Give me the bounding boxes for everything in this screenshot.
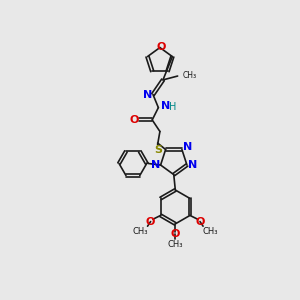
Text: O: O: [130, 115, 139, 125]
Text: CH₃: CH₃: [182, 71, 196, 80]
Text: H: H: [169, 102, 176, 112]
Text: CH₃: CH₃: [133, 227, 148, 236]
Text: CH₃: CH₃: [168, 240, 183, 249]
Text: N: N: [188, 160, 197, 170]
Text: N: N: [151, 160, 160, 170]
Text: N: N: [143, 89, 152, 100]
Text: O: O: [157, 42, 166, 52]
Text: S: S: [154, 145, 162, 155]
Text: O: O: [146, 217, 155, 226]
Text: O: O: [171, 229, 180, 239]
Text: CH₃: CH₃: [202, 227, 218, 236]
Text: N: N: [161, 101, 171, 111]
Text: O: O: [195, 217, 205, 226]
Text: N: N: [183, 142, 192, 152]
